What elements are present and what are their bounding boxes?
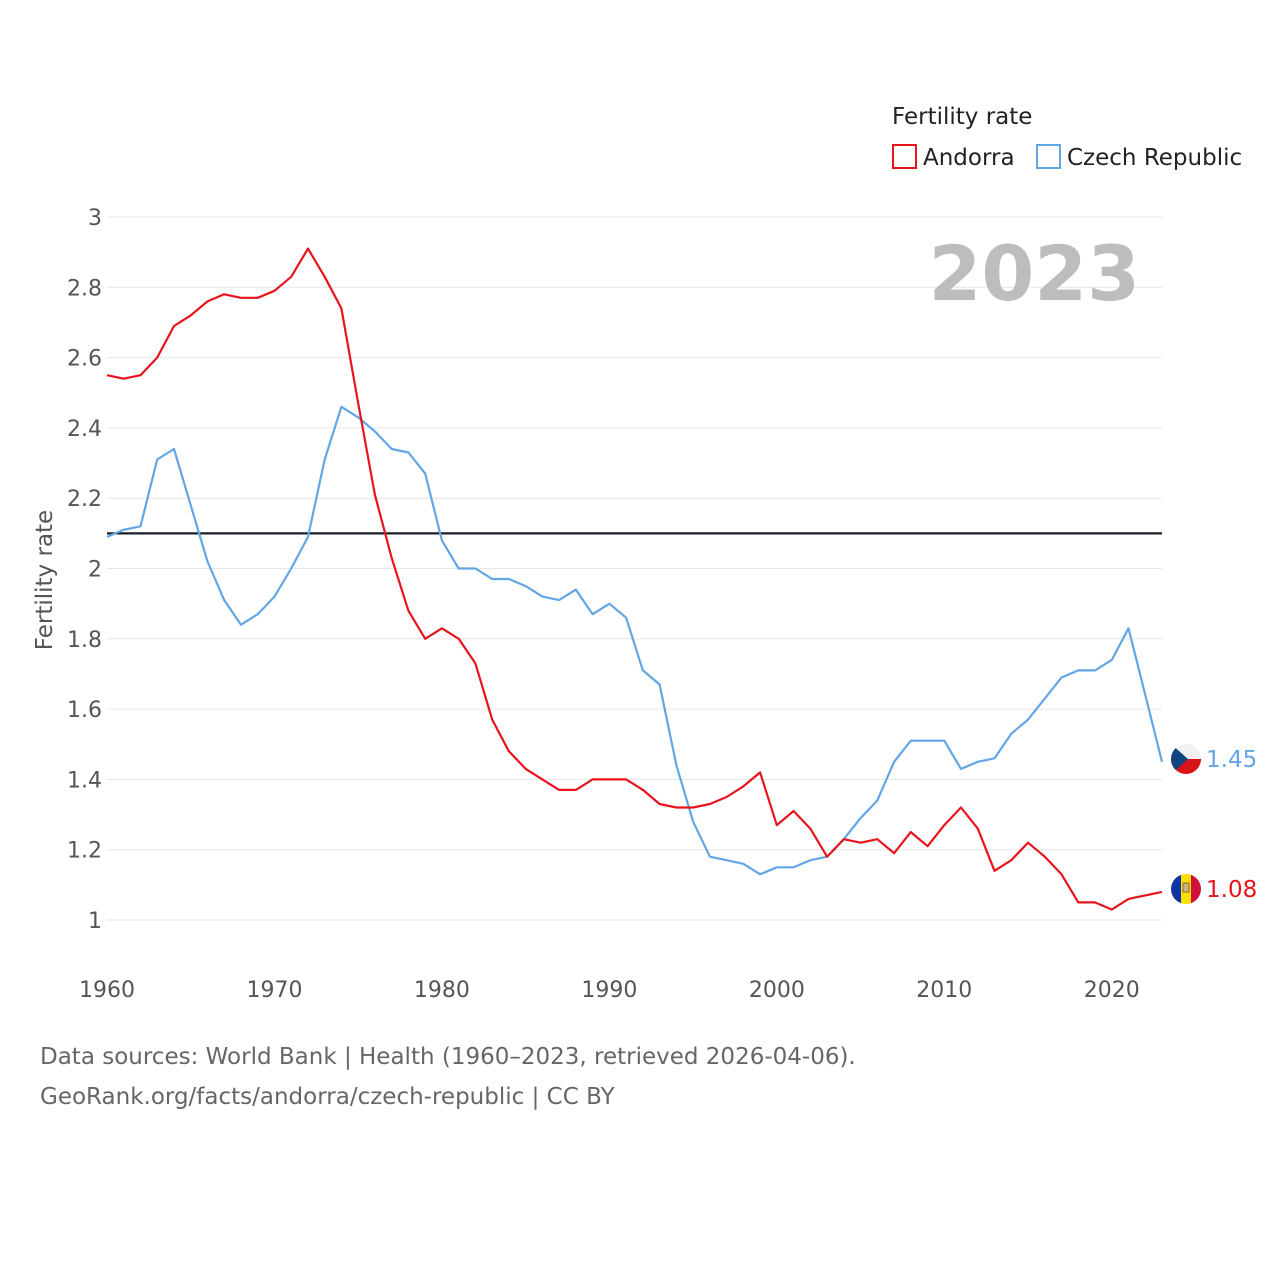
y-tick-label: 1.4 <box>67 768 102 793</box>
y-tick-label: 1 <box>88 909 102 934</box>
series-lines <box>106 247 1164 911</box>
series-line-andorra <box>106 247 1163 911</box>
x-tick-label: 2020 <box>1084 978 1140 1003</box>
andorra-flag-icon <box>1171 874 1201 904</box>
y-axis-label: Fertility rate <box>32 510 58 650</box>
y-tick-label: 1.2 <box>67 839 102 864</box>
x-tick-label: 1980 <box>414 978 470 1003</box>
legend-title: Fertility rate <box>892 104 1032 130</box>
legend-swatch-andorra <box>892 144 917 169</box>
y-axis-ticks: 1 1.2 1.4 1.6 1.8 2 2.2 2.4 2.6 2.8 3 <box>67 206 102 934</box>
gridlines <box>107 216 1162 921</box>
source-note: Data sources: World Bank | Health (1960–… <box>40 1044 856 1070</box>
y-tick-label: 2.2 <box>67 487 102 512</box>
legend-label-andorra: Andorra <box>923 145 1015 171</box>
y-tick-label: 2.8 <box>67 276 102 301</box>
current-year-label: 2023 <box>928 229 1140 318</box>
legend-swatch-czech-republic <box>1036 144 1061 169</box>
x-axis-ticks: 1960 1970 1980 1990 2000 2010 2020 <box>79 978 1140 1003</box>
y-tick-label: 1.6 <box>67 698 102 723</box>
x-tick-label: 1960 <box>79 978 135 1003</box>
source-link: GeoRank.org/facts/andorra/czech-republic… <box>40 1084 615 1110</box>
legend-label-czech-republic: Czech Republic <box>1067 145 1242 171</box>
x-tick-label: 1990 <box>581 978 637 1003</box>
y-tick-label: 2.6 <box>67 347 102 372</box>
series-line-czech-republic <box>106 405 1164 876</box>
end-label-czech-republic: 1.45 <box>1206 747 1257 773</box>
czech-flag-icon <box>1171 744 1201 774</box>
y-tick-label: 3 <box>88 206 102 231</box>
x-tick-label: 2000 <box>749 978 805 1003</box>
y-tick-label: 2.4 <box>67 417 102 442</box>
y-tick-label: 2 <box>88 558 102 583</box>
y-tick-label: 1.8 <box>67 628 102 653</box>
end-label-andorra: 1.08 <box>1206 877 1257 903</box>
x-tick-label: 2010 <box>916 978 972 1003</box>
legend: Fertility rate Andorra Czech Republic <box>892 104 1242 171</box>
x-tick-label: 1970 <box>246 978 302 1003</box>
